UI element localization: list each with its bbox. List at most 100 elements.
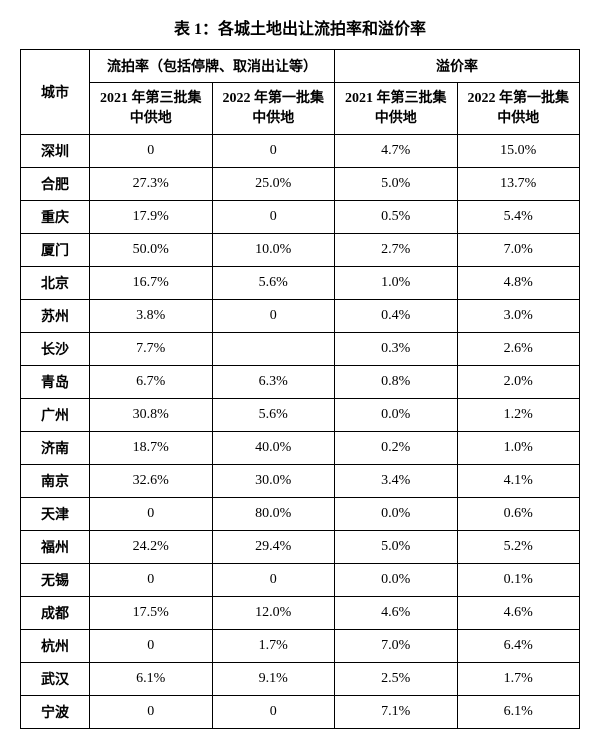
cell-premium-2022q1: 15.0% — [457, 135, 580, 168]
cell-city: 无锡 — [21, 564, 90, 597]
cell-city: 济南 — [21, 432, 90, 465]
cell-premium-2021q3: 4.6% — [335, 597, 458, 630]
cell-premium-2022q1: 5.2% — [457, 531, 580, 564]
table-row: 苏州3.8%00.4%3.0% — [21, 300, 580, 333]
cell-premium-2021q3: 4.7% — [335, 135, 458, 168]
cell-failure-2021q3: 27.3% — [90, 168, 213, 201]
cell-failure-2021q3: 50.0% — [90, 234, 213, 267]
cell-city: 合肥 — [21, 168, 90, 201]
cell-city: 青岛 — [21, 366, 90, 399]
header-city: 城市 — [21, 50, 90, 135]
table-row: 宁波007.1%6.1% — [21, 696, 580, 729]
header-group-premium-rate: 溢价率 — [335, 50, 580, 83]
cell-premium-2022q1: 1.2% — [457, 399, 580, 432]
cell-premium-2021q3: 0.0% — [335, 564, 458, 597]
cell-city: 苏州 — [21, 300, 90, 333]
cell-failure-2022q1: 0 — [212, 300, 335, 333]
cell-failure-2022q1: 0 — [212, 696, 335, 729]
cell-premium-2022q1: 2.0% — [457, 366, 580, 399]
cell-failure-2021q3: 17.5% — [90, 597, 213, 630]
cell-premium-2022q1: 13.7% — [457, 168, 580, 201]
cell-city: 广州 — [21, 399, 90, 432]
cell-failure-2021q3: 0 — [90, 696, 213, 729]
cell-failure-2022q1: 0 — [212, 135, 335, 168]
cell-premium-2021q3: 1.0% — [335, 267, 458, 300]
table-row: 长沙7.7%0.3%2.6% — [21, 333, 580, 366]
cell-failure-2022q1: 25.0% — [212, 168, 335, 201]
cell-failure-2022q1: 6.3% — [212, 366, 335, 399]
cell-premium-2022q1: 2.6% — [457, 333, 580, 366]
cell-premium-2022q1: 0.1% — [457, 564, 580, 597]
header-sub-4: 2022 年第一批集中供地 — [457, 83, 580, 135]
cell-failure-2021q3: 0 — [90, 498, 213, 531]
table-row: 杭州01.7%7.0%6.4% — [21, 630, 580, 663]
table-row: 广州30.8%5.6%0.0%1.2% — [21, 399, 580, 432]
cell-premium-2022q1: 1.0% — [457, 432, 580, 465]
table-row: 青岛6.7%6.3%0.8%2.0% — [21, 366, 580, 399]
cell-failure-2021q3: 0 — [90, 135, 213, 168]
cell-premium-2022q1: 7.0% — [457, 234, 580, 267]
table-row: 天津080.0%0.0%0.6% — [21, 498, 580, 531]
cell-city: 长沙 — [21, 333, 90, 366]
cell-city: 成都 — [21, 597, 90, 630]
table-row: 福州24.2%29.4%5.0%5.2% — [21, 531, 580, 564]
cell-city: 福州 — [21, 531, 90, 564]
cell-premium-2022q1: 6.1% — [457, 696, 580, 729]
cell-failure-2022q1: 40.0% — [212, 432, 335, 465]
cell-premium-2022q1: 5.4% — [457, 201, 580, 234]
cell-failure-2022q1: 1.7% — [212, 630, 335, 663]
cell-city: 天津 — [21, 498, 90, 531]
table-row: 深圳004.7%15.0% — [21, 135, 580, 168]
cell-failure-2022q1: 12.0% — [212, 597, 335, 630]
cell-premium-2022q1: 4.8% — [457, 267, 580, 300]
cell-failure-2022q1: 5.6% — [212, 399, 335, 432]
cell-premium-2022q1: 4.6% — [457, 597, 580, 630]
cell-failure-2021q3: 7.7% — [90, 333, 213, 366]
cell-failure-2022q1: 80.0% — [212, 498, 335, 531]
cell-failure-2021q3: 0 — [90, 630, 213, 663]
cell-premium-2022q1: 3.0% — [457, 300, 580, 333]
cell-failure-2022q1: 9.1% — [212, 663, 335, 696]
cell-premium-2021q3: 0.0% — [335, 399, 458, 432]
cell-city: 杭州 — [21, 630, 90, 663]
cell-premium-2021q3: 0.8% — [335, 366, 458, 399]
cell-city: 南京 — [21, 465, 90, 498]
cell-failure-2021q3: 6.7% — [90, 366, 213, 399]
cell-premium-2021q3: 0.4% — [335, 300, 458, 333]
cell-city: 深圳 — [21, 135, 90, 168]
cell-city: 宁波 — [21, 696, 90, 729]
cell-premium-2021q3: 0.0% — [335, 498, 458, 531]
data-table: 城市 流拍率（包括停牌、取消出让等） 溢价率 2021 年第三批集中供地 202… — [20, 49, 580, 729]
cell-premium-2022q1: 1.7% — [457, 663, 580, 696]
cell-failure-2021q3: 17.9% — [90, 201, 213, 234]
cell-failure-2021q3: 16.7% — [90, 267, 213, 300]
header-sub-2: 2022 年第一批集中供地 — [212, 83, 335, 135]
cell-city: 北京 — [21, 267, 90, 300]
cell-failure-2022q1 — [212, 333, 335, 366]
cell-premium-2021q3: 5.0% — [335, 531, 458, 564]
cell-premium-2021q3: 0.2% — [335, 432, 458, 465]
cell-failure-2021q3: 6.1% — [90, 663, 213, 696]
table-row: 成都17.5%12.0%4.6%4.6% — [21, 597, 580, 630]
header-sub-3: 2021 年第三批集中供地 — [335, 83, 458, 135]
cell-failure-2022q1: 29.4% — [212, 531, 335, 564]
table-row: 济南18.7%40.0%0.2%1.0% — [21, 432, 580, 465]
cell-premium-2022q1: 4.1% — [457, 465, 580, 498]
table-row: 北京16.7%5.6%1.0%4.8% — [21, 267, 580, 300]
cell-premium-2021q3: 2.5% — [335, 663, 458, 696]
table-row: 武汉6.1%9.1%2.5%1.7% — [21, 663, 580, 696]
table-row: 无锡000.0%0.1% — [21, 564, 580, 597]
cell-failure-2021q3: 18.7% — [90, 432, 213, 465]
cell-premium-2021q3: 5.0% — [335, 168, 458, 201]
table-title: 表 1：各城土地出让流拍率和溢价率 — [20, 15, 580, 39]
cell-failure-2021q3: 3.8% — [90, 300, 213, 333]
table-row: 南京32.6%30.0%3.4%4.1% — [21, 465, 580, 498]
cell-city: 重庆 — [21, 201, 90, 234]
cell-failure-2022q1: 0 — [212, 564, 335, 597]
cell-failure-2022q1: 10.0% — [212, 234, 335, 267]
cell-premium-2021q3: 3.4% — [335, 465, 458, 498]
cell-failure-2022q1: 30.0% — [212, 465, 335, 498]
table-row: 重庆17.9%00.5%5.4% — [21, 201, 580, 234]
cell-city: 厦门 — [21, 234, 90, 267]
header-group-failure-rate: 流拍率（包括停牌、取消出让等） — [90, 50, 335, 83]
